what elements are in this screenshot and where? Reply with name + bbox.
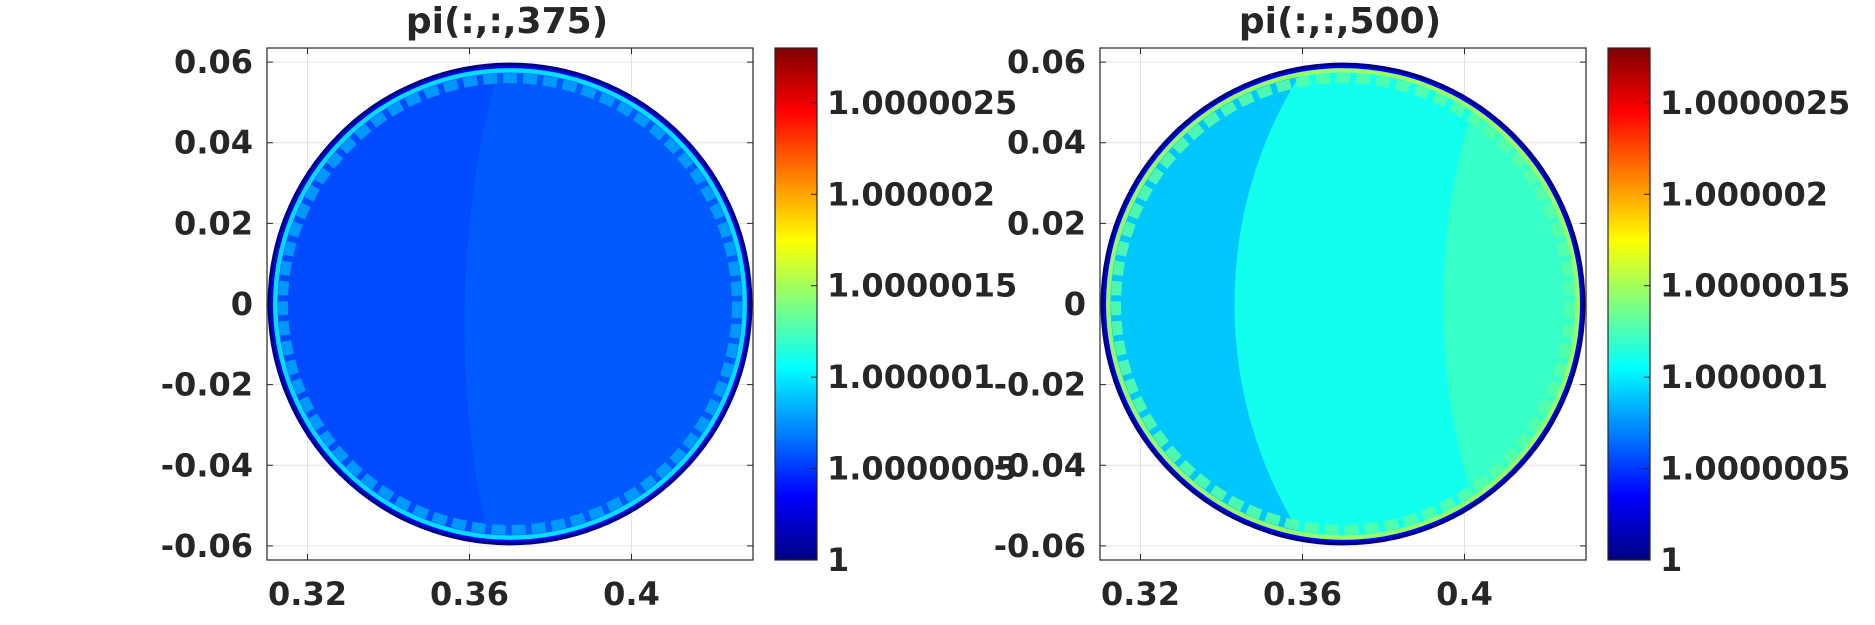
- colorbar-tick-label: 1.0000005: [827, 450, 1017, 488]
- chart-title: pi(:,:,500): [1239, 1, 1441, 42]
- y-tick-label: 0.06: [174, 43, 253, 81]
- tick-marks: [1100, 48, 1586, 560]
- y-tick-label: 0: [231, 285, 253, 323]
- y-tick-label: 0.04: [174, 124, 253, 162]
- panel-375: pi(:,:,375) 0.06 0.04 0.02 0 -0.02 -0.04 -0.06…: [161, 1, 1018, 613]
- chart-title: pi(:,:,375): [406, 1, 608, 42]
- colorbar-gradient: [775, 48, 817, 560]
- y-tick-label: -0.06: [994, 527, 1086, 565]
- x-tick-label: 0.4: [1436, 575, 1493, 613]
- y-tick-labels: 0.06 0.04 0.02 0 -0.02 -0.04 -0.06: [161, 43, 253, 565]
- plot-area: [1099, 47, 1587, 561]
- y-tick-label: -0.04: [161, 446, 253, 484]
- x-tick-labels: 0.32 0.36 0.4: [1101, 575, 1493, 613]
- colorbar-box: [1607, 47, 1651, 561]
- y-tick-label: 0.04: [1007, 124, 1086, 162]
- field-rim-band-inner: [1105, 67, 1581, 541]
- colorbar-tick-label: 1.000001: [1660, 358, 1828, 396]
- panel-500: pi(:,:,500) 0.06 0.04 0.02 0 -0.02 -0.04 -0.06…: [994, 1, 1851, 613]
- y-tick-label: 0: [1064, 285, 1086, 323]
- colorbar: 1 1.0000005 1.000001 1.0000015 1.000002 1.000…: [774, 47, 1017, 579]
- colorbar-tick-label: 1.000001: [827, 358, 995, 396]
- colorbar-box: [774, 47, 818, 561]
- colorbar-tick-label: 1: [1660, 541, 1682, 579]
- y-tick-label: 0.06: [1007, 43, 1086, 81]
- y-tick-labels: 0.06 0.04 0.02 0 -0.02 -0.04 -0.06: [994, 43, 1086, 565]
- y-tick-label: -0.02: [994, 366, 1086, 404]
- colorbar-tick-label: 1.0000005: [1660, 450, 1850, 488]
- colorbar-tick-label: 1.0000015: [1660, 267, 1850, 305]
- colorbar-tick-label: 1.000002: [827, 175, 995, 213]
- x-tick-label: 0.32: [268, 575, 347, 613]
- colorbar-tick-label: 1.000002: [1660, 175, 1828, 213]
- y-tick-label: -0.04: [994, 446, 1086, 484]
- colorbar-gradient: [1608, 48, 1650, 560]
- x-tick-label: 0.32: [1101, 575, 1180, 613]
- colorbar: 1 1.0000005 1.000001 1.0000015 1.000002 1.000…: [1607, 47, 1850, 579]
- x-tick-labels: 0.32 0.36 0.4: [268, 575, 660, 613]
- y-tick-label: -0.02: [161, 366, 253, 404]
- y-tick-label: 0.02: [174, 204, 253, 242]
- plot-area: [266, 47, 754, 561]
- x-tick-label: 0.36: [430, 575, 509, 613]
- colorbar-tick-label: 1: [827, 541, 849, 579]
- colorbar-tick-label: 1.0000025: [1660, 84, 1850, 122]
- colorbar-tick-label: 1.0000025: [827, 84, 1017, 122]
- field-rim-band-inner: [272, 67, 748, 541]
- x-tick-label: 0.4: [603, 575, 660, 613]
- x-tick-label: 0.36: [1263, 575, 1342, 613]
- field-region-left: [269, 64, 501, 544]
- field-rim-band: [278, 73, 742, 535]
- y-tick-label: -0.06: [161, 527, 253, 565]
- tick-marks: [267, 48, 753, 560]
- field-disk: [1102, 64, 1584, 544]
- field-rim-band: [1111, 73, 1575, 535]
- field-disk: [269, 64, 751, 544]
- colorbar-tick-label: 1.0000015: [827, 267, 1017, 305]
- y-tick-label: 0.02: [1007, 204, 1086, 242]
